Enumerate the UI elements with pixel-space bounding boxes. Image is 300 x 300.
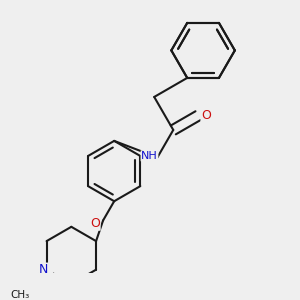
Text: CH₃: CH₃ (11, 290, 30, 300)
Text: O: O (90, 217, 100, 230)
Text: NH: NH (141, 151, 158, 161)
Text: N: N (39, 263, 48, 276)
Text: O: O (201, 109, 211, 122)
